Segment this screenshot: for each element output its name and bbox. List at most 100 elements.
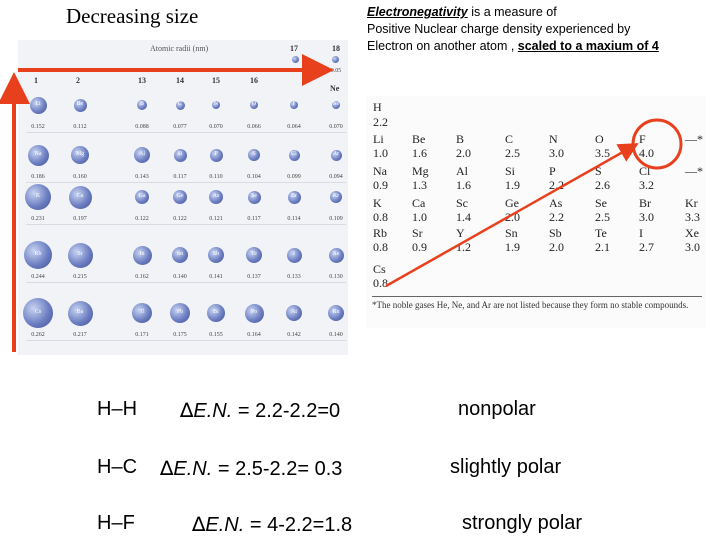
element-symbol: Ba bbox=[76, 309, 84, 315]
en-abbrev: E.N. bbox=[193, 400, 233, 422]
radius-cell: Te 0.137 bbox=[234, 238, 274, 288]
en-symbol: Ge bbox=[505, 196, 519, 210]
element-symbol: Al bbox=[139, 151, 145, 157]
radius-cell: In 0.162 bbox=[122, 238, 162, 288]
radius-cell: S 0.104 bbox=[234, 138, 274, 188]
radius-cell: Li 0.152 bbox=[18, 88, 58, 138]
en-symbol: O bbox=[595, 132, 604, 146]
polarity-label: strongly polar bbox=[462, 512, 583, 534]
element-symbol: Tl bbox=[139, 309, 145, 315]
atom-sphere bbox=[208, 247, 224, 263]
en-value: 2.0 bbox=[549, 240, 564, 254]
element-symbol: Bi bbox=[213, 309, 219, 315]
radius-value: 0.137 bbox=[247, 274, 261, 280]
radius-value: 0.244 bbox=[31, 274, 45, 280]
atom-sphere bbox=[330, 149, 342, 161]
radius-cell: 0.05 bbox=[316, 56, 356, 106]
element-symbol: Cl bbox=[291, 151, 297, 157]
atom-sphere bbox=[25, 184, 51, 210]
row-divider bbox=[26, 132, 346, 133]
radius-cell: Kr 0.109 bbox=[316, 180, 356, 230]
en-value: 0.8 bbox=[373, 276, 388, 290]
radius-value: 0.117 bbox=[247, 216, 261, 222]
en-symbol: Sn bbox=[505, 226, 518, 240]
atom-sphere bbox=[23, 298, 53, 328]
radius-value: 0.217 bbox=[73, 332, 87, 338]
element-symbol: I bbox=[293, 251, 295, 257]
element-symbol: B bbox=[139, 101, 144, 107]
atom-sphere bbox=[173, 190, 187, 204]
definition-term: Electronegativity bbox=[367, 5, 468, 19]
radius-cell: C 0.077 bbox=[160, 88, 200, 138]
radius-cell: Sn 0.140 bbox=[160, 238, 200, 288]
slide-title: Decreasing size bbox=[66, 4, 199, 28]
en-value: 3.5 bbox=[595, 146, 610, 160]
radius-value: 0.070 bbox=[209, 124, 223, 130]
radius-value: 0.152 bbox=[31, 124, 45, 130]
element-symbol: K bbox=[35, 193, 41, 199]
atom-sphere bbox=[288, 149, 300, 161]
radius-value: 0.066 bbox=[247, 124, 261, 130]
radius-cell: Ar 0.094 bbox=[316, 138, 356, 188]
radius-cell: Br 0.114 bbox=[274, 180, 314, 230]
en-symbol: P bbox=[549, 164, 556, 178]
atom-sphere bbox=[212, 101, 220, 109]
element-symbol: Ga bbox=[138, 193, 146, 199]
radius-cell: Ga 0.122 bbox=[122, 180, 162, 230]
delta-symbol: ∆ bbox=[192, 512, 206, 536]
en-symbol: As bbox=[549, 196, 563, 210]
radius-value: 0.155 bbox=[209, 332, 223, 338]
atom-sphere bbox=[244, 303, 264, 323]
element-symbol: Kr bbox=[332, 193, 340, 199]
atom-sphere bbox=[173, 148, 187, 162]
radius-cell: Ne 0.070 bbox=[316, 88, 356, 138]
element-symbol: At bbox=[291, 309, 297, 315]
electronegativity-table bbox=[366, 96, 706, 328]
en-symbol: H bbox=[373, 100, 382, 114]
atom-sphere bbox=[134, 147, 150, 163]
radius-value: 0.099 bbox=[287, 174, 301, 180]
radius-cell: Al 0.143 bbox=[122, 138, 162, 188]
bond-label: H–F bbox=[97, 512, 135, 534]
radius-value: 0.130 bbox=[329, 274, 343, 280]
group-label: 15 bbox=[212, 76, 220, 85]
difference-calc: = 4-2.2=1.8 bbox=[244, 514, 353, 536]
element-symbol: Po bbox=[250, 309, 258, 315]
atom-sphere bbox=[68, 185, 92, 209]
radius-cell: Ba 0.217 bbox=[60, 296, 100, 346]
en-symbol: Na bbox=[373, 164, 387, 178]
en-value: 0.8 bbox=[373, 210, 388, 224]
radius-cell: K 0.231 bbox=[18, 180, 58, 230]
en-value: 3.2 bbox=[639, 178, 654, 192]
radius-cell: Rb 0.244 bbox=[18, 238, 58, 288]
atom-sphere bbox=[172, 247, 188, 263]
en-value: 0.9 bbox=[412, 240, 427, 254]
radius-value: 0.143 bbox=[135, 174, 149, 180]
radius-value: 0.164 bbox=[247, 332, 261, 338]
group-label: 17 bbox=[290, 44, 298, 53]
element-symbol: Be bbox=[76, 101, 84, 107]
radius-value: 0.112 bbox=[73, 124, 87, 130]
en-value: 2.2 bbox=[373, 115, 388, 129]
row-divider bbox=[26, 282, 346, 283]
en-symbol: Te bbox=[595, 226, 607, 240]
element-symbol: As bbox=[212, 193, 220, 199]
atom-sphere bbox=[29, 96, 47, 114]
en-symbol: Ca bbox=[412, 196, 426, 210]
radius-cell: N 0.070 bbox=[196, 88, 236, 138]
en-value: 1.9 bbox=[505, 178, 520, 192]
element-symbol: Na bbox=[34, 151, 42, 157]
radius-value: 0.175 bbox=[173, 332, 187, 338]
en-symbol: S bbox=[595, 164, 602, 178]
radius-cell: Ca 0.197 bbox=[60, 180, 100, 230]
radius-value: 0.160 bbox=[73, 174, 87, 180]
atom-sphere bbox=[330, 191, 342, 203]
radius-value: 0.231 bbox=[31, 216, 45, 222]
radius-cell: Sb 0.141 bbox=[196, 238, 236, 288]
atom-sphere bbox=[209, 190, 223, 204]
atom-sphere bbox=[132, 303, 152, 323]
radius-cell: Se 0.117 bbox=[234, 180, 274, 230]
atom-sphere bbox=[328, 247, 344, 263]
en-value: 1.0 bbox=[412, 210, 427, 224]
atom-sphere bbox=[287, 190, 301, 204]
